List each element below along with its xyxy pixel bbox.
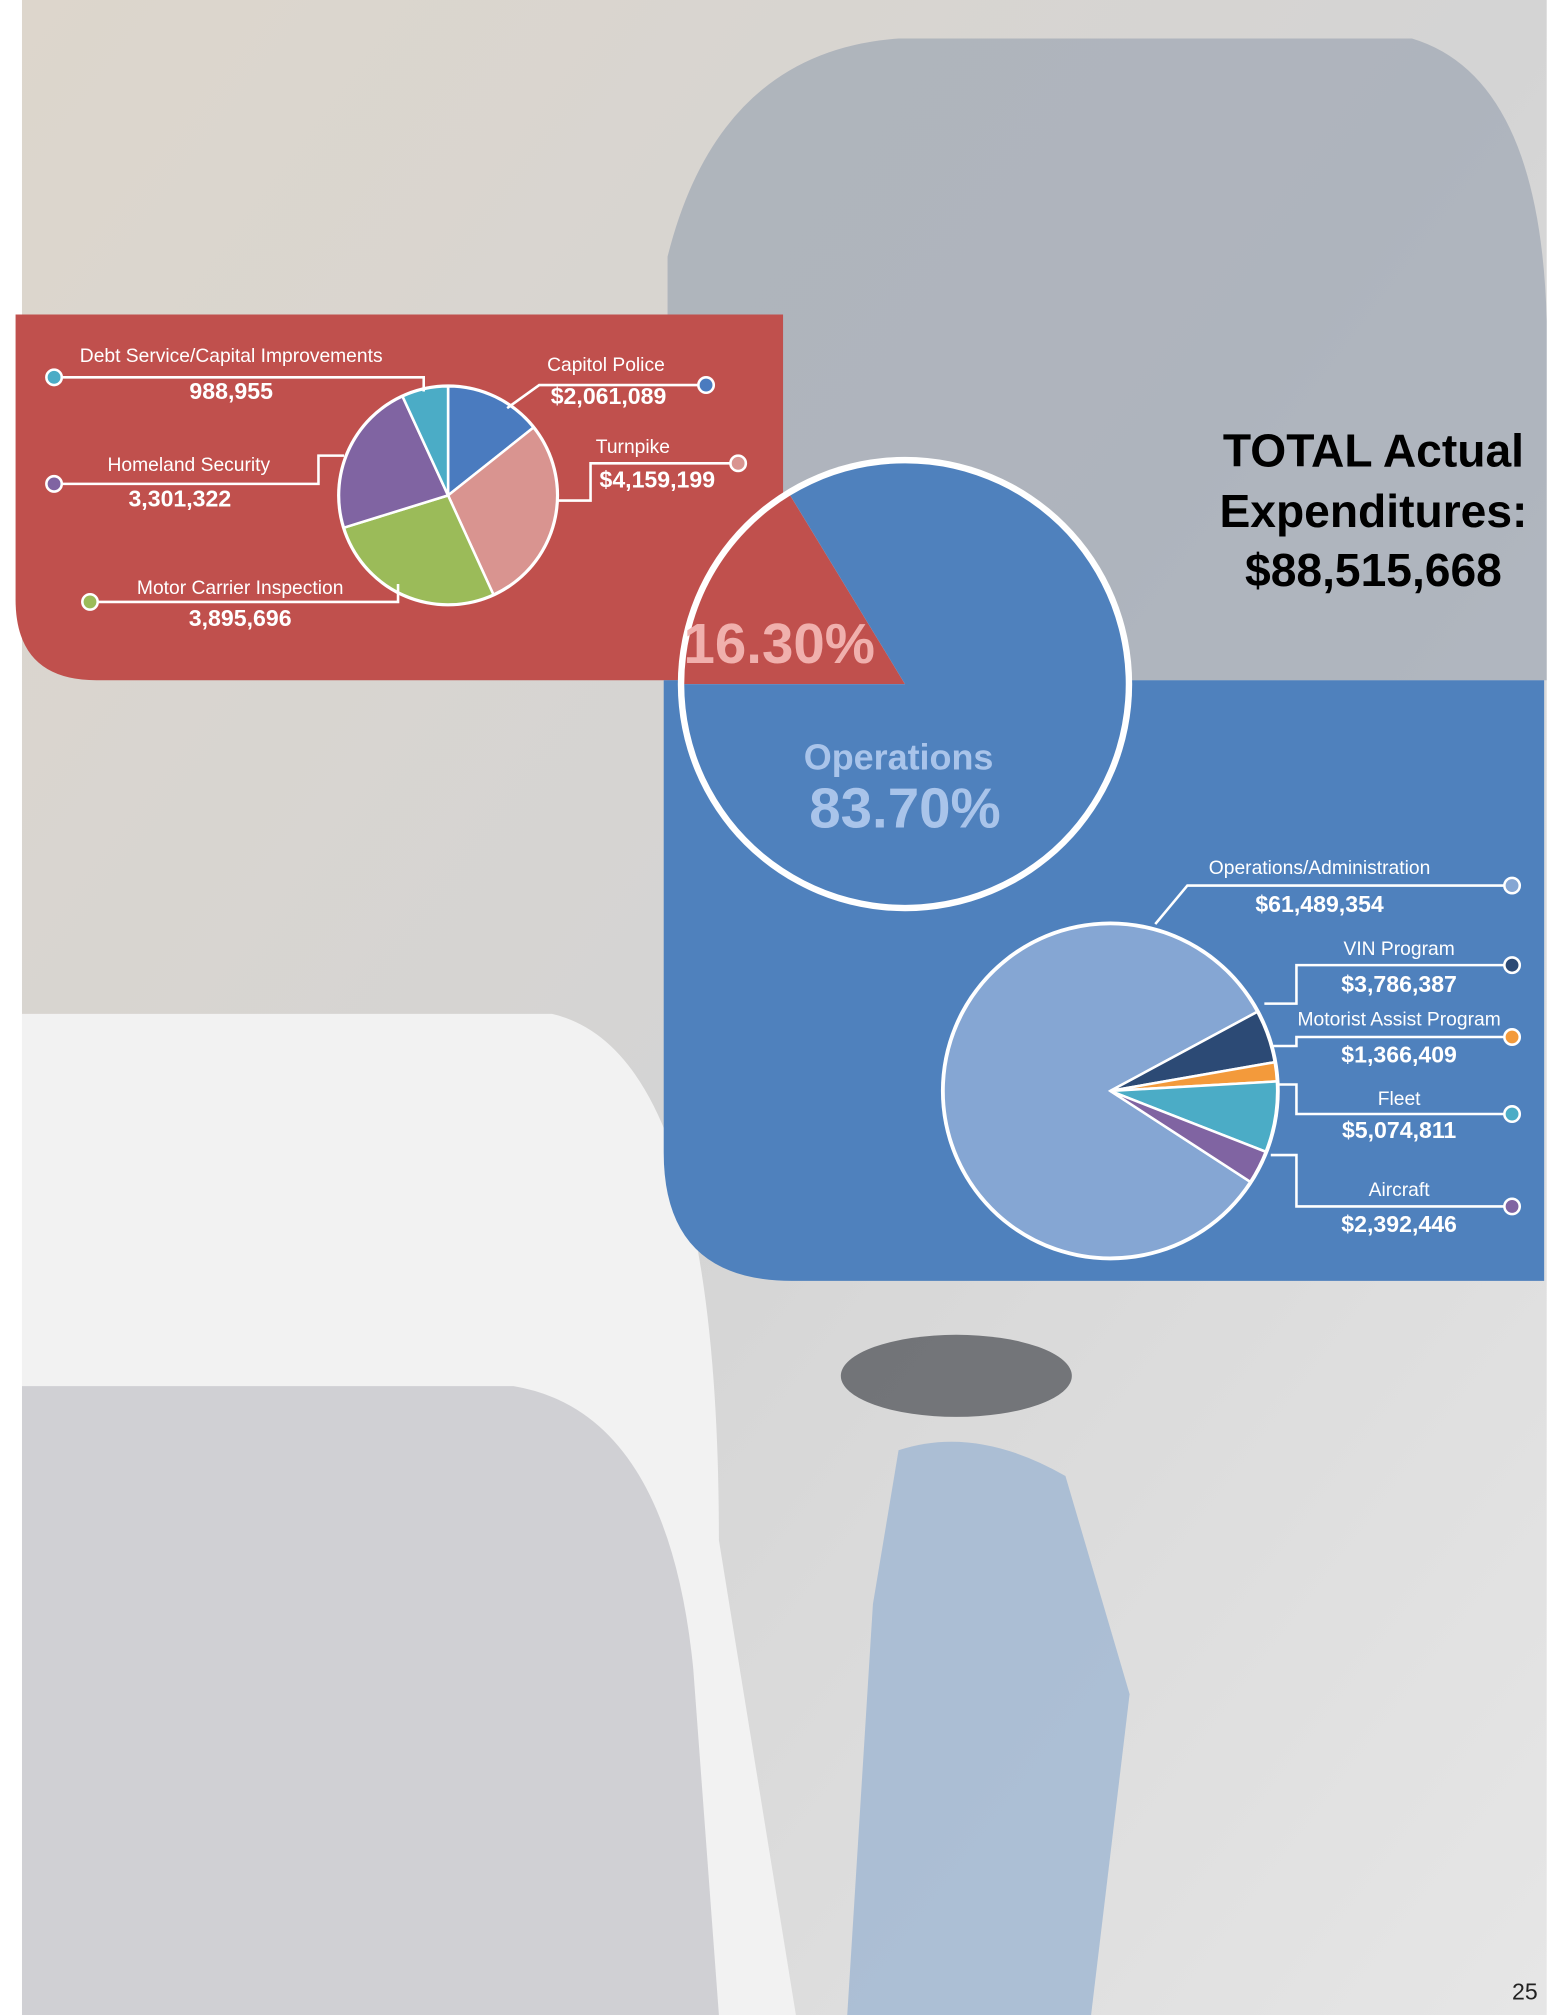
- leader-dot: [82, 594, 97, 609]
- photo-window: [22, 1386, 719, 2015]
- slice-name: Operations: [804, 736, 994, 777]
- page-number: 25: [1512, 1978, 1538, 2004]
- slice-name: Motorist Assist Program: [1297, 1009, 1500, 1030]
- leader-dot: [1504, 1199, 1519, 1214]
- value-label: 3,301,322: [128, 486, 231, 512]
- value-label: $3,786,387: [1341, 971, 1457, 997]
- leader-dot: [1504, 957, 1519, 972]
- value-label: 3,895,696: [189, 605, 292, 631]
- slice-name: Debt Service/Capital Improvements: [80, 346, 383, 367]
- slice-name: Aircraft: [1369, 1180, 1431, 1201]
- value-label: 83.70%: [809, 776, 1001, 839]
- leader-dot: [730, 456, 745, 471]
- slice-name: Capitol Police: [547, 355, 665, 376]
- page: TOTAL Actual Expenditures: $88,515,668 2…: [0, 0, 1561, 2015]
- leader-dot: [1504, 1106, 1519, 1121]
- value-label: 16.30%: [683, 612, 875, 675]
- slice-name: Fleet: [1378, 1089, 1421, 1110]
- leader-dot: [1504, 1029, 1519, 1044]
- value-label: $4,159,199: [599, 466, 715, 492]
- slice-name: Operations/Administration: [1209, 858, 1430, 879]
- value-label: $2,061,089: [551, 383, 667, 409]
- value-label: $5,074,811: [1342, 1117, 1456, 1143]
- value-label: 988,955: [189, 378, 273, 404]
- total-amount: $88,515,668: [1245, 544, 1502, 596]
- total-label: TOTAL Actual: [1223, 425, 1524, 477]
- leader-dot: [1504, 878, 1519, 893]
- leader-dot: [46, 476, 61, 491]
- slice-name: Homeland Security: [108, 455, 271, 476]
- value-label: $1,366,409: [1341, 1041, 1457, 1067]
- value-label: $2,392,446: [1341, 1211, 1457, 1237]
- slice-name: Motor Carrier Inspection: [137, 578, 343, 599]
- total-label: Expenditures:: [1219, 485, 1527, 537]
- leader-dot: [698, 377, 713, 392]
- leader-dot: [46, 370, 61, 385]
- value-label: $61,489,354: [1255, 891, 1384, 917]
- photo-hat: [841, 1335, 1072, 1417]
- slice-name: Turnpike: [596, 437, 670, 458]
- slice-name: VIN Program: [1343, 939, 1454, 960]
